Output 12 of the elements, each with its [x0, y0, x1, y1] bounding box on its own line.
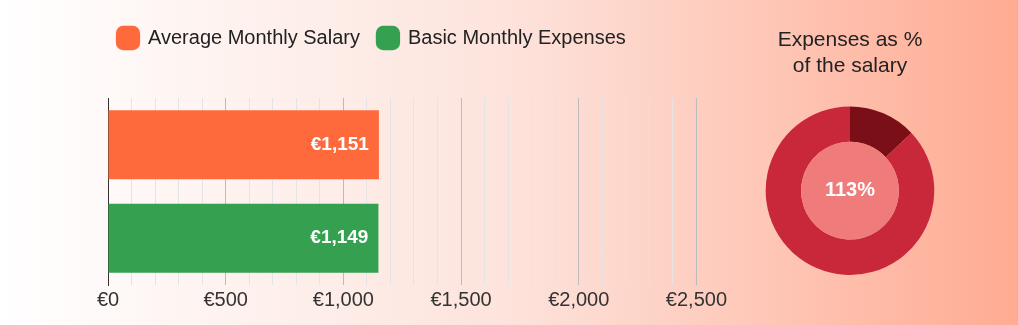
- x-tick-label: €0: [96, 287, 120, 310]
- text: 113%: [824, 178, 876, 201]
- legend-label: Basic Monthly Expenses: [407, 25, 626, 48]
- x-tick-label: €500: [203, 287, 248, 310]
- legend-label: Average Monthly Salary: [148, 25, 360, 48]
- data-label: €1,151: [310, 132, 370, 154]
- x-tick-label: €2,000: [548, 287, 610, 310]
- data-label: €1,149: [310, 226, 369, 248]
- x-tick-label: €1,500: [430, 287, 492, 310]
- chart-title: Expenses as % of the salary: [777, 27, 923, 76]
- x-tick-label: €1,000: [312, 287, 374, 310]
- x-tick-label: €2,500: [665, 287, 727, 310]
